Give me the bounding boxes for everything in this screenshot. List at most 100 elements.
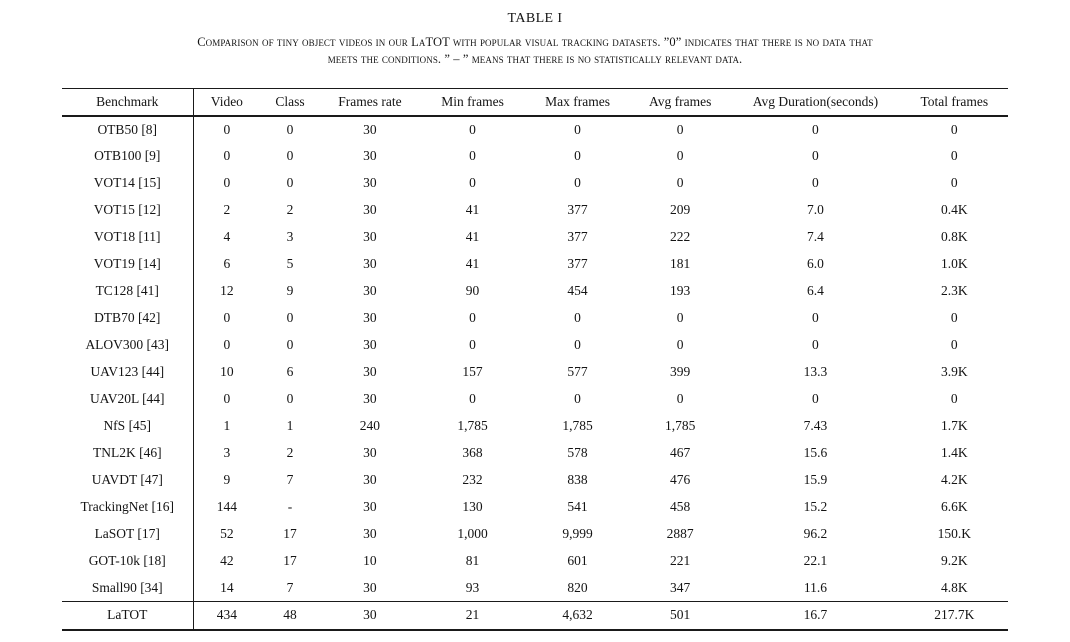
table-cell: 2 xyxy=(286,445,294,460)
column-header-avg-frames: Avg frames xyxy=(630,88,731,117)
table-cell: 2887 xyxy=(666,526,694,541)
table-cell: 41 xyxy=(465,202,480,217)
table-cell: 0 xyxy=(676,391,684,406)
column-header-max-frames: Max frames xyxy=(525,88,631,117)
table-row: OTB100 [9] 0 0 30 0 0 0 0 0 xyxy=(62,142,1008,170)
table-cell: 0 xyxy=(469,391,476,406)
table-cell: 0 xyxy=(469,175,476,190)
table-cell: - xyxy=(287,499,293,514)
table-cell: 30 xyxy=(363,364,377,379)
table-cell: 467 xyxy=(670,445,691,460)
table-cell: 2 xyxy=(223,202,231,217)
table-cell: 0 xyxy=(950,391,958,406)
table-cell: 0 xyxy=(469,310,476,325)
table-cell: 1 xyxy=(286,418,294,433)
table-cell: 30 xyxy=(363,607,377,623)
table-cell: 458 xyxy=(670,499,691,514)
table-cell: 9.2K xyxy=(940,553,968,568)
table-cell: 0 xyxy=(469,121,476,137)
column-header-benchmark: Benchmark xyxy=(62,88,194,117)
table-cell: 6 xyxy=(286,364,294,379)
table-cell: 30 xyxy=(363,526,377,541)
table-cell: 0 xyxy=(286,391,294,406)
table-cell: 10 xyxy=(363,553,377,568)
table-cell: 30 xyxy=(363,579,377,595)
table-cell: 30 xyxy=(363,337,377,352)
header-row: Benchmark Video Class Frames rate Min fr… xyxy=(62,88,1008,117)
table-cell: 377 xyxy=(567,229,588,244)
table-cell: 1,785 xyxy=(664,418,696,433)
table-cell: 6.6K xyxy=(940,499,968,514)
column-header-avg-duration: Avg Duration(seconds) xyxy=(730,88,901,117)
table-cell: 30 xyxy=(363,229,377,244)
table-row: VOT14 [15] 0 0 30 0 0 0 0 0 xyxy=(62,169,1008,197)
column-header-class: Class xyxy=(260,88,320,117)
table-cell: 0 xyxy=(812,148,819,163)
benchmark-label: TrackingNet [16] xyxy=(62,493,194,521)
table-cell: 578 xyxy=(567,445,588,460)
table-cell: 96.2 xyxy=(803,526,828,541)
table-row: OTB50 [8] 0 0 30 0 0 0 0 0 xyxy=(62,115,1008,143)
table-cell: 6.0 xyxy=(806,256,824,271)
benchmark-label: ALOV300 [43] xyxy=(62,331,194,359)
table-cell: 6 xyxy=(223,256,231,271)
table-cell: 9,999 xyxy=(562,526,593,541)
table-row: DTB70 [42] 0 0 30 0 0 0 0 0 xyxy=(62,304,1008,332)
table-row: UAV20L [44] 0 0 30 0 0 0 0 0 xyxy=(62,385,1008,413)
table-cell: 0 xyxy=(812,310,819,325)
table-cell: 3.9K xyxy=(940,364,968,379)
table-cell: 501 xyxy=(670,607,691,623)
table-cell: 7.4 xyxy=(806,229,824,244)
table-cell: 1,785 xyxy=(562,418,593,433)
table-cell: 81 xyxy=(465,553,480,568)
table-cell: 0 xyxy=(223,148,231,163)
benchmark-label: UAV123 [44] xyxy=(62,358,194,386)
table-cell: 42 xyxy=(220,553,234,568)
benchmark-label: VOT15 [12] xyxy=(62,196,194,224)
table-cell: 2.3K xyxy=(940,283,968,298)
table-cell: 17 xyxy=(283,526,297,541)
table-cell: 41 xyxy=(465,256,480,271)
benchmark-label: LaTOT xyxy=(62,601,194,630)
table-cell: 30 xyxy=(363,121,377,137)
table-cell: 1.4K xyxy=(940,445,968,460)
benchmark-label: UAV20L [44] xyxy=(62,385,194,413)
table-cell: 0 xyxy=(574,337,581,352)
table-cell: 193 xyxy=(670,283,691,298)
table-row: UAVDT [47] 9 7 30 232 838 476 15.9 4.2K xyxy=(62,466,1008,494)
table-cell: 0 xyxy=(574,175,581,190)
table-cell: 377 xyxy=(567,202,588,217)
table-title: TABLE I xyxy=(507,11,563,26)
table-cell: 4.2K xyxy=(940,472,968,487)
table-cell: 434 xyxy=(216,607,237,623)
table-cell: 0 xyxy=(812,391,819,406)
table-cell: 30 xyxy=(363,472,377,487)
table-cell: 150.K xyxy=(937,526,971,541)
benchmark-label: TC128 [41] xyxy=(62,277,194,305)
table-cell: 17 xyxy=(283,553,297,568)
table-cell: 15.2 xyxy=(803,499,828,514)
table-cell: 90 xyxy=(465,283,480,298)
table-cell: 6.4 xyxy=(806,283,824,298)
table-cell: 0 xyxy=(469,148,476,163)
caption-line-1: Comparison of tiny object videos in our … xyxy=(197,35,873,49)
table-cell: 0.8K xyxy=(940,229,968,244)
benchmark-label: TNL2K [46] xyxy=(62,439,194,467)
table-cell: 1,000 xyxy=(457,526,488,541)
table-row: VOT18 [11] 4 3 30 41 377 222 7.4 0.8K xyxy=(62,223,1008,251)
table-cell: 30 xyxy=(363,202,377,217)
table-cell: 30 xyxy=(363,391,377,406)
table-cell: 240 xyxy=(359,418,381,433)
benchmark-label: VOT19 [14] xyxy=(62,250,194,278)
table-cell: 209 xyxy=(670,202,691,217)
benchmark-label: OTB100 [9] xyxy=(62,142,194,170)
comparison-table-wrap: Benchmark Video Class Frames rate Min fr… xyxy=(62,88,1008,631)
table-cell: 0 xyxy=(950,337,958,352)
table-cell: 48 xyxy=(283,607,297,623)
table-row: ALOV300 [43] 0 0 30 0 0 0 0 0 xyxy=(62,331,1008,359)
table-row: Small90 [34] 14 7 30 93 820 347 11.6 4.8… xyxy=(62,574,1008,602)
table-cell: 21 xyxy=(465,607,480,623)
table-cell: 2 xyxy=(286,202,294,217)
table-body: OTB50 [8] 0 0 30 0 0 0 0 0 OTB100 [9] 0 … xyxy=(62,115,1008,602)
table-cell: 0 xyxy=(676,310,684,325)
